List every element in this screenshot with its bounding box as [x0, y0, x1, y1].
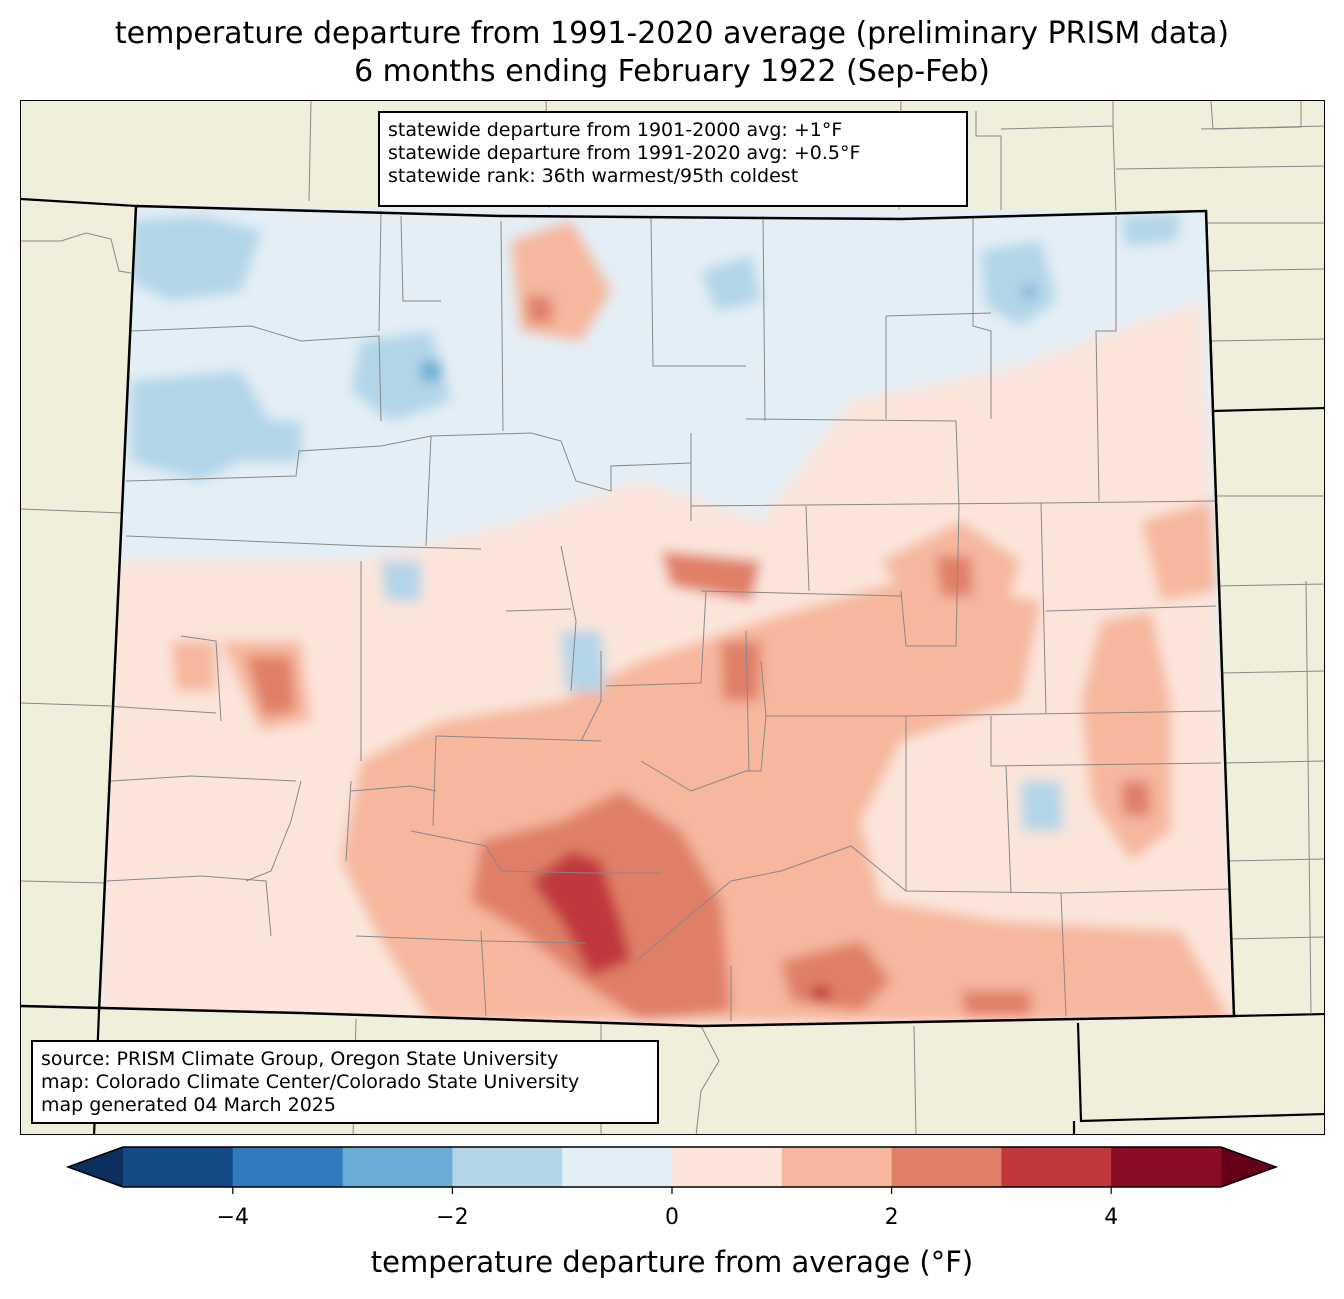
- credit-map: map: Colorado Climate Center/Colorado St…: [41, 1071, 580, 1093]
- colorbar-bin-2: [342, 1147, 453, 1187]
- credit-source: source: PRISM Climate Group, Oregon Stat…: [41, 1048, 559, 1070]
- colorbar-label: temperature departure from average (°F): [370, 1245, 974, 1279]
- colorbar-bin-7: [891, 1147, 1002, 1187]
- colorbar-under-arrow: [68, 1147, 123, 1187]
- stat-rank: statewide rank: 36th warmest/95th coldes…: [388, 165, 799, 187]
- colorbar-bin-9: [1111, 1147, 1222, 1187]
- stat-departure-1991-2020: statewide departure from 1991-2020 avg: …: [388, 142, 861, 164]
- credits-box: source: PRISM Climate Group, Oregon Stat…: [31, 1040, 659, 1124]
- colorado-map: [21, 101, 1324, 1134]
- map-frame: [20, 100, 1325, 1135]
- colorbar-tick-label-1: −2: [436, 1205, 469, 1230]
- colorbar-tick-label-2: 0: [665, 1205, 679, 1230]
- colorbar-bin-5: [672, 1147, 783, 1187]
- stat-departure-1901-2000: statewide departure from 1901-2000 avg: …: [388, 119, 843, 141]
- colorbar-bin-0: [123, 1147, 234, 1187]
- colorbar-outline: [65, 1146, 1279, 1188]
- temperature-field: [21, 206, 1234, 1026]
- colorbar-bin-8: [1001, 1147, 1112, 1187]
- colorbar: [65, 1146, 1279, 1194]
- colorado-state-outline: [21, 204, 1236, 1028]
- map-subtitle: 6 months ending February 1922 (Sep-Feb): [354, 54, 990, 89]
- colorbar-tick-label-4: 4: [1104, 1205, 1119, 1230]
- colorbar-bin-3: [452, 1147, 563, 1187]
- colorbar-bin-6: [781, 1147, 893, 1187]
- credit-generated: map generated 04 March 2025: [41, 1094, 336, 1116]
- statewide-stats-box: statewide departure from 1901-2000 avg: …: [378, 111, 968, 207]
- colorbar-bin-4: [562, 1147, 673, 1187]
- colorbar-over-arrow: [1221, 1147, 1276, 1187]
- colorbar-tick-label-3: 2: [884, 1205, 899, 1230]
- colorado-county-lines: [105, 210, 1232, 1021]
- colorbar-tick-label-0: −4: [216, 1205, 250, 1230]
- colorbar-bin-1: [232, 1147, 344, 1187]
- map-title: temperature departure from 1991-2020 ave…: [114, 16, 1230, 51]
